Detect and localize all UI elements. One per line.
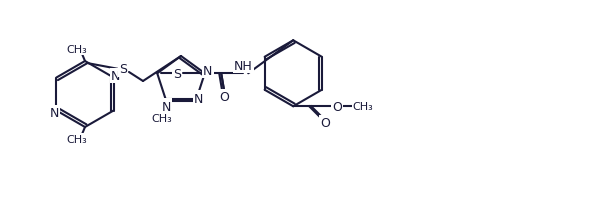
Text: N: N — [111, 70, 120, 83]
Text: O: O — [219, 90, 229, 103]
Text: S: S — [119, 63, 127, 76]
Text: O: O — [320, 116, 330, 129]
Text: N: N — [50, 107, 59, 119]
Text: CH₃: CH₃ — [151, 114, 171, 124]
Text: N: N — [194, 92, 203, 105]
Text: CH₃: CH₃ — [66, 134, 87, 144]
Text: N: N — [162, 100, 171, 113]
Text: O: O — [332, 100, 342, 113]
Text: CH₃: CH₃ — [353, 102, 373, 112]
Text: CH₃: CH₃ — [66, 45, 87, 55]
Text: N: N — [203, 64, 212, 77]
Text: S: S — [173, 67, 181, 80]
Text: NH: NH — [234, 60, 253, 73]
